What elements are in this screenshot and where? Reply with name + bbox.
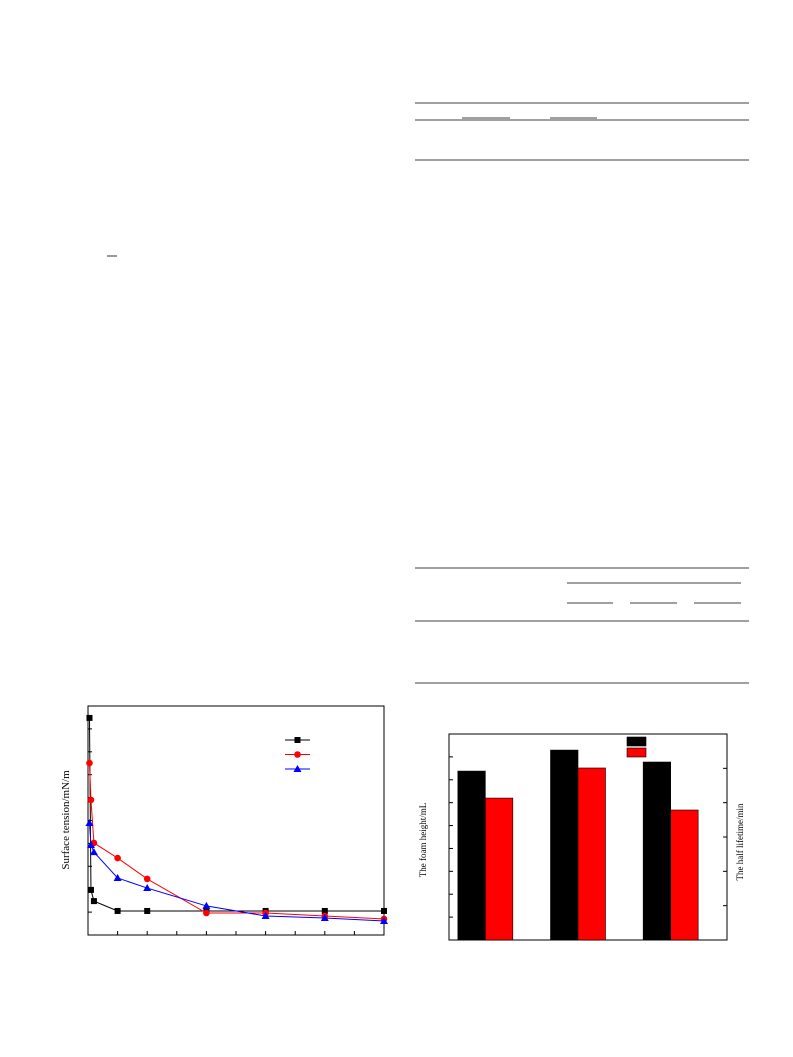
marker <box>320 914 329 922</box>
series-line <box>88 717 384 912</box>
marker <box>87 886 94 893</box>
marker <box>113 873 122 881</box>
bar <box>550 749 579 941</box>
bar <box>670 809 699 941</box>
marker <box>203 909 210 917</box>
marker <box>86 714 93 721</box>
marker <box>143 884 152 892</box>
marker <box>143 875 151 883</box>
series-line <box>88 822 385 922</box>
y2-axis-label: The half lifetime/min <box>735 803 745 880</box>
marker <box>86 759 93 767</box>
table-rules <box>107 102 749 684</box>
marker <box>90 898 97 905</box>
marker <box>381 907 387 914</box>
legend-swatch <box>626 736 647 747</box>
marker <box>114 854 121 862</box>
line-frame <box>87 705 385 936</box>
marker <box>85 819 94 827</box>
legend-marker <box>294 737 301 743</box>
marker <box>89 848 98 856</box>
series-line <box>88 763 385 920</box>
marker <box>202 901 211 909</box>
legend-marker <box>294 751 301 758</box>
y-axis-label: Surface tension/mN/m <box>60 770 72 870</box>
legend-marker <box>293 765 302 772</box>
marker <box>261 911 270 919</box>
bar <box>642 761 671 941</box>
legend-swatch <box>626 747 647 758</box>
marker <box>86 841 95 849</box>
bar <box>457 770 486 941</box>
bar <box>577 767 606 941</box>
y-axis-label: The foam height/mL <box>418 803 428 877</box>
marker <box>380 917 388 925</box>
marker <box>321 907 328 914</box>
marker <box>87 796 95 804</box>
bar <box>485 797 514 941</box>
marker <box>144 907 151 914</box>
marker <box>114 907 121 914</box>
